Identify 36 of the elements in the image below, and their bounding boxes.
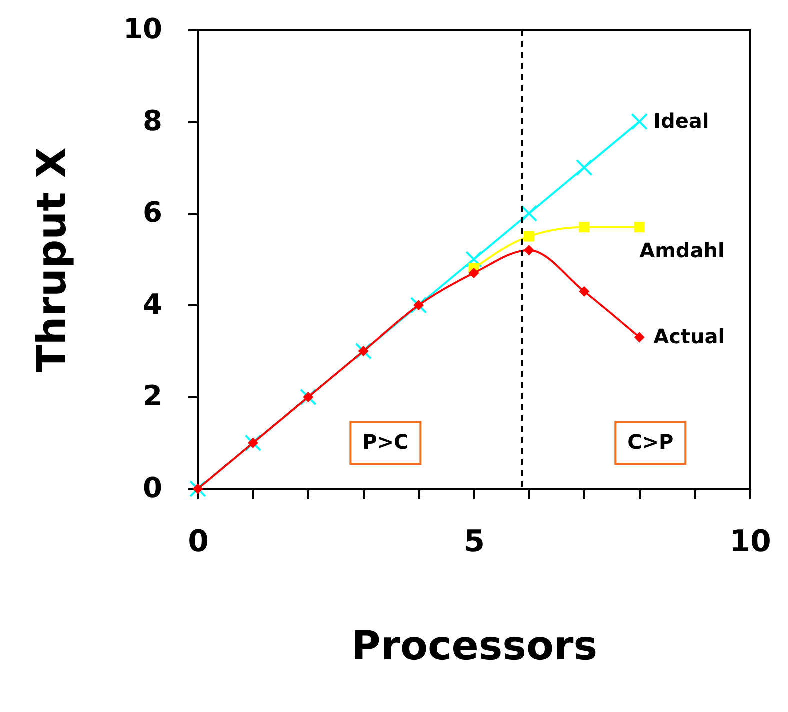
annotation: P>C bbox=[362, 430, 409, 454]
x-tick-label: 0 bbox=[188, 524, 209, 560]
point bbox=[634, 222, 645, 233]
y-tick-label: 8 bbox=[143, 104, 162, 138]
point bbox=[248, 438, 258, 448]
y-axis-title: Thruput X bbox=[30, 147, 76, 372]
point bbox=[634, 332, 645, 343]
x-tick-label: 10 bbox=[730, 524, 772, 560]
point bbox=[468, 268, 480, 279]
point bbox=[520, 205, 538, 222]
point bbox=[576, 159, 593, 176]
y-tick-label: 6 bbox=[143, 196, 162, 230]
point bbox=[410, 296, 428, 314]
y-tick-label: 0 bbox=[143, 472, 162, 504]
x-axis-title: Processors bbox=[352, 624, 598, 670]
series-label: Actual bbox=[654, 324, 726, 349]
y-tick-label: 10 bbox=[124, 12, 162, 46]
y-tick-label: 4 bbox=[143, 288, 162, 321]
series-label: Amdahl bbox=[640, 238, 725, 262]
point bbox=[579, 286, 590, 297]
point bbox=[192, 484, 204, 494]
point bbox=[466, 251, 482, 268]
point bbox=[244, 434, 262, 452]
x-tick-label: 5 bbox=[464, 524, 485, 560]
point bbox=[414, 300, 424, 311]
annotation: C>P bbox=[628, 430, 674, 454]
point bbox=[524, 245, 534, 256]
point bbox=[524, 231, 534, 242]
point bbox=[358, 346, 369, 357]
point bbox=[355, 342, 372, 360]
point bbox=[579, 222, 590, 233]
series-label: Ideal bbox=[654, 108, 710, 133]
point bbox=[303, 392, 314, 402]
point bbox=[631, 113, 648, 130]
y-tick-label: 2 bbox=[143, 380, 162, 413]
point bbox=[300, 388, 317, 406]
